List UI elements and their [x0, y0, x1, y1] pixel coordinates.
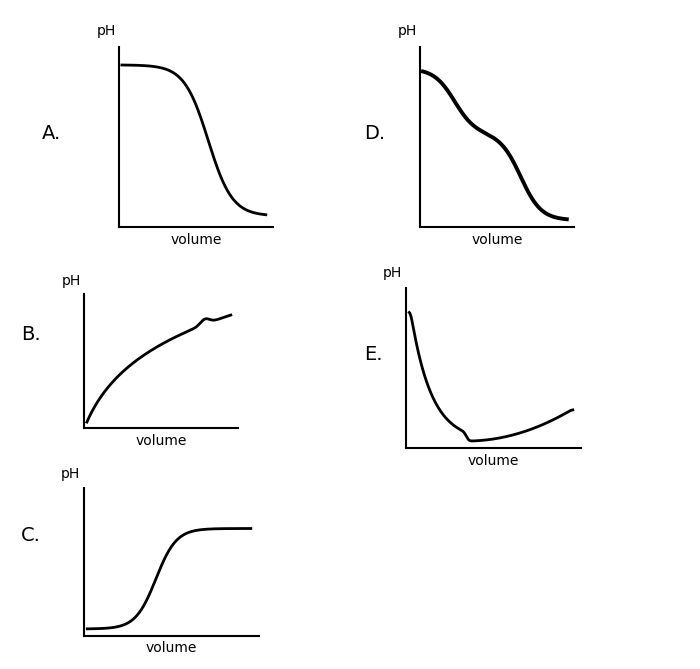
Text: D.: D.: [364, 124, 385, 143]
Text: A.: A.: [42, 124, 62, 143]
Y-axis label: pH: pH: [398, 24, 417, 37]
X-axis label: volume: volume: [135, 434, 187, 448]
X-axis label: volume: volume: [146, 641, 197, 655]
X-axis label: volume: volume: [468, 454, 519, 468]
Y-axis label: pH: pH: [97, 24, 116, 37]
X-axis label: volume: volume: [170, 233, 222, 247]
Text: C.: C.: [21, 526, 41, 545]
Y-axis label: pH: pH: [382, 266, 402, 280]
Y-axis label: pH: pH: [62, 274, 81, 288]
Text: E.: E.: [364, 345, 382, 364]
Text: B.: B.: [21, 325, 41, 344]
X-axis label: volume: volume: [471, 233, 523, 247]
Y-axis label: pH: pH: [60, 467, 80, 481]
